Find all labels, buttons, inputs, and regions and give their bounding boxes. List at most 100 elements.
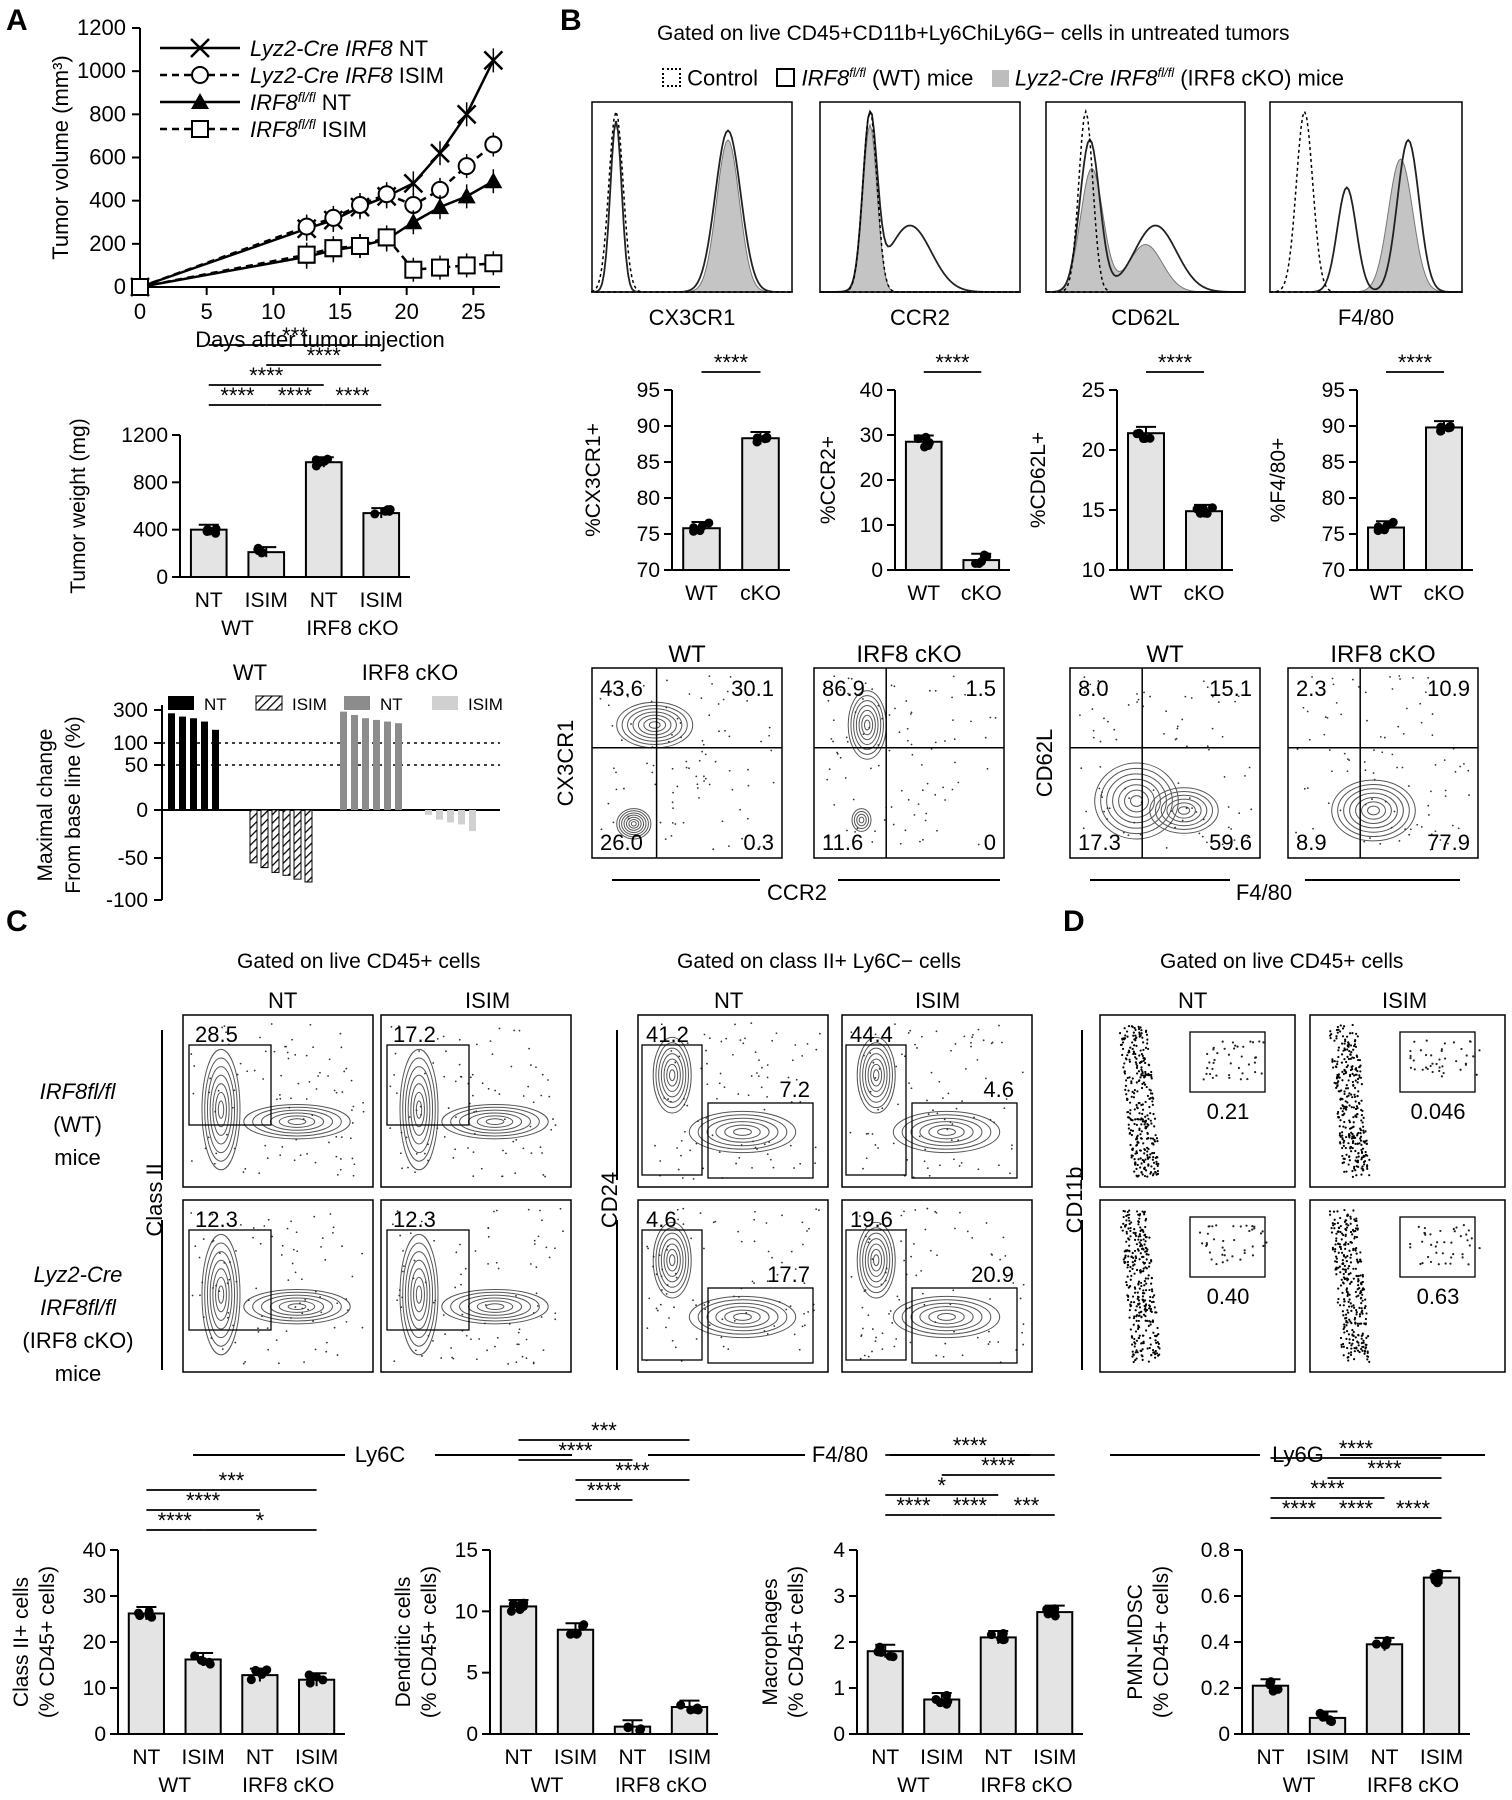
c-left-plot-event — [541, 1152, 543, 1154]
d-event — [1128, 1209, 1131, 1212]
c-left-plot-event — [202, 1238, 205, 1240]
a1-point — [351, 236, 369, 255]
d-event — [1146, 1094, 1150, 1098]
d-event — [1130, 1255, 1133, 1258]
d-event — [1142, 1041, 1145, 1044]
d-event — [1330, 1033, 1333, 1036]
b-contour-event — [1363, 840, 1366, 843]
d-event — [1349, 1222, 1352, 1225]
c-left-plot-event — [235, 1280, 238, 1283]
b-contour-contour — [630, 821, 637, 827]
c-left-plot-contour — [441, 1288, 549, 1325]
b-contour-event — [1096, 687, 1099, 690]
b-contour-event — [1348, 759, 1351, 762]
c-left-plot-event — [481, 1082, 484, 1085]
C4b-y-tick-label: 0 — [466, 1723, 478, 1746]
c-right-plot-event — [654, 1144, 656, 1147]
c-left-plot-event — [393, 1360, 396, 1363]
d-event — [1128, 1244, 1131, 1247]
c-left-plot-event — [340, 1046, 343, 1049]
C4c-y-tick-label: 1 — [833, 1677, 845, 1700]
b-hist-xlabel: CCR2 — [890, 305, 950, 330]
d-event — [1344, 1256, 1347, 1259]
d-event — [1353, 1350, 1356, 1353]
c-right-plot-event — [814, 1146, 817, 1149]
c-left-plot-contour — [261, 1109, 333, 1134]
c-left-plot-event — [214, 1110, 217, 1113]
c-left-plot-event — [535, 1266, 538, 1269]
c-left-plot-contour — [287, 1118, 307, 1126]
b-contour-event — [850, 677, 853, 680]
c-right-plot-event — [929, 1249, 932, 1252]
b-contour-event — [868, 726, 871, 729]
c-right-plot-event — [703, 1304, 706, 1306]
c-left-plot-event — [418, 1050, 420, 1052]
c-right-plot-event — [961, 1354, 964, 1357]
d-event — [1137, 1080, 1140, 1083]
C4b-y-tick-label: 5 — [466, 1662, 478, 1685]
b-contour-event — [717, 703, 720, 705]
b-quadrant-value: 86.9 — [822, 676, 865, 701]
b-contour-event — [989, 716, 992, 719]
d-event — [1133, 1291, 1137, 1294]
d-event — [1141, 1112, 1144, 1115]
b-contour-event — [1420, 825, 1423, 828]
d-event — [1129, 1129, 1133, 1132]
b-contour-event — [1379, 735, 1382, 738]
b-contour-event — [1190, 697, 1193, 699]
d-event — [1358, 1315, 1362, 1318]
b-hist-control — [1046, 108, 1245, 293]
d-event — [1138, 1031, 1141, 1034]
d-event — [1127, 1227, 1130, 1230]
d-event — [1337, 1046, 1341, 1049]
d-event — [1129, 1143, 1132, 1147]
C4c-sig-label: *** — [1014, 1493, 1040, 1518]
d-event — [1356, 1077, 1360, 1081]
d-event — [1135, 1305, 1138, 1308]
c-left-plot-event — [212, 1287, 214, 1289]
c-right-plot-event — [745, 1312, 748, 1314]
c-right-plot-event — [999, 1258, 1002, 1261]
c-left-plot-event — [415, 1109, 418, 1112]
c-left-plot-event — [345, 1321, 348, 1323]
d-event — [1156, 1140, 1159, 1143]
d-event — [1148, 1299, 1152, 1302]
b-contour-event — [721, 820, 724, 823]
d-event — [1138, 1306, 1142, 1309]
d-event — [1144, 1310, 1147, 1313]
d-event — [1349, 1256, 1352, 1259]
c-left-plot-contour — [212, 1083, 230, 1136]
b-contour-event — [936, 829, 938, 832]
c-right-plot-event — [712, 1221, 715, 1224]
a1-point — [456, 104, 477, 125]
d-event — [1337, 1230, 1340, 1233]
c-right-plot-event — [763, 1108, 766, 1111]
c-right-plot-event — [935, 1212, 938, 1214]
d-event — [1339, 1284, 1343, 1287]
c-left-plot-event — [420, 1113, 422, 1116]
d-event — [1137, 1158, 1140, 1161]
d-event — [1131, 1350, 1134, 1353]
c-left-plot-event — [218, 1252, 221, 1255]
c-left-plot-event — [464, 1267, 467, 1270]
c-left-plot-event — [415, 1349, 417, 1352]
b-contour-event — [696, 787, 699, 789]
c-left-plot-event — [530, 1064, 532, 1066]
a1-point — [351, 195, 369, 214]
c-right-plot-event — [706, 1062, 708, 1065]
d-event — [1155, 1334, 1159, 1337]
d-event — [1436, 1241, 1439, 1244]
legend-control-label: Control — [687, 65, 759, 91]
c-right-gate-value: 4.6 — [646, 1207, 677, 1232]
d-event — [1138, 1258, 1141, 1261]
b-contour-event — [708, 714, 711, 717]
d-event — [1342, 1141, 1345, 1144]
d-event — [1438, 1058, 1441, 1061]
d-event — [1346, 1064, 1349, 1067]
b-contour-contour — [628, 818, 640, 829]
c-row2-line0: Lyz2-Cre — [33, 1262, 123, 1287]
c-left-plot-event — [290, 1097, 292, 1100]
d-event — [1345, 1219, 1348, 1222]
d-event — [1452, 1041, 1455, 1044]
b-contour-contour — [1337, 783, 1410, 838]
